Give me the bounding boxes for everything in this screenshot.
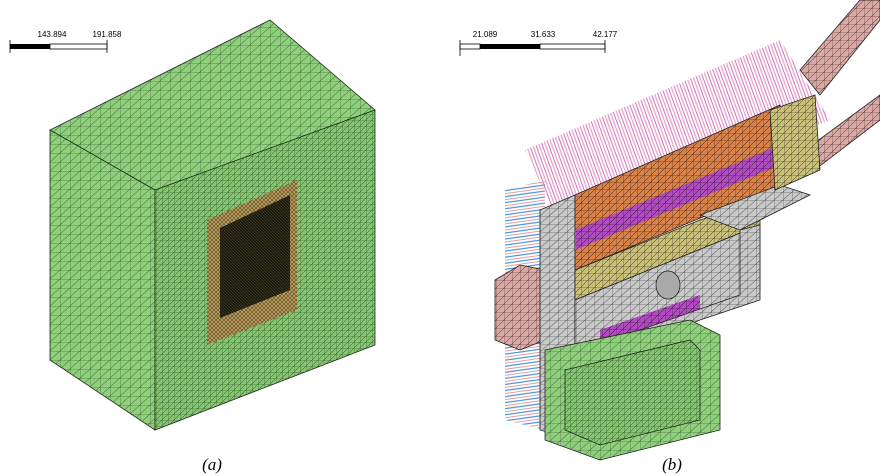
cut-model: [494, 0, 880, 461]
caption: (a): [202, 455, 222, 474]
mesh-box: [49, 19, 376, 431]
scale-label: 191.858: [93, 30, 122, 39]
scale-label: 21.089: [473, 30, 498, 39]
caption: (b): [662, 455, 682, 474]
scale-bar-a: 143.894 191.858: [9, 30, 122, 53]
scale-label: 42.177: [593, 30, 618, 39]
scale-bar-b: 21.089 31.633 42.177: [459, 30, 618, 56]
scale-label: 31.633: [531, 30, 556, 39]
scale-label: 143.894: [38, 30, 67, 39]
